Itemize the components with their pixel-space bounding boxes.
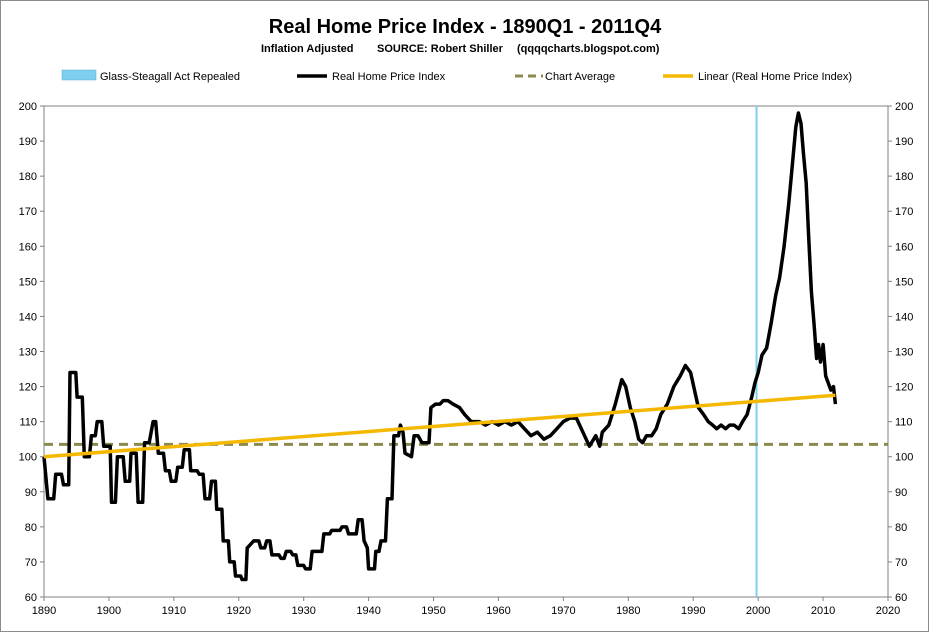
x-tick-label: 1920 [227, 605, 251, 617]
y-tick-label-right: 120 [895, 382, 913, 394]
y-tick-label-right: 70 [895, 557, 907, 569]
legend: Glass-Steagall Act Repealed Real Home Pri… [61, 69, 852, 83]
subtitle-inflation: Inflation Adjusted [261, 43, 353, 55]
y-tick-label-left: 70 [25, 557, 37, 569]
plot-border [43, 105, 889, 598]
y-tick-label-left: 60 [25, 592, 37, 604]
y-tick-label-left: 180 [19, 171, 37, 183]
y-tick-label-right: 60 [895, 592, 907, 604]
y-tick-label-left: 140 [19, 311, 37, 323]
x-tick-label: 1950 [421, 605, 445, 617]
y-tick-label-left: 160 [19, 241, 37, 253]
y-tick-label-left: 170 [19, 206, 37, 218]
x-tick-label: 2000 [746, 605, 770, 617]
legend-label-real-home-price-index: Real Home Price Index [332, 71, 446, 83]
x-tick-label: 1960 [486, 605, 510, 617]
y-tick-label-right: 140 [895, 311, 913, 323]
legend-swatch-glass-steagall-act-repealed [61, 69, 97, 81]
legend-label-chart-average: Chart Average [545, 71, 615, 83]
y-tick-label-right: 160 [895, 241, 913, 253]
y-tick-label-right: 100 [895, 452, 913, 464]
series-line-real-home-price-index [42, 111, 838, 582]
legend-label-linear-real-home-price-index: Linear (Real Home Price Index) [698, 71, 852, 83]
y-tick-label-right: 110 [895, 417, 913, 429]
y-tick-label-right: 200 [895, 101, 913, 113]
y-tick-label-right: 80 [895, 522, 907, 534]
x-tick-label: 2010 [811, 605, 835, 617]
x-tick-label: 2020 [876, 605, 900, 617]
y-tick-label-right: 130 [895, 347, 913, 359]
axes: 60 60 70 70 80 80 90 90 100 100 110 110 120 120 130 130… [19, 101, 914, 617]
chart-title: Real Home Price Index - 1890Q1 - 2011Q4 [269, 16, 662, 38]
legend-label-glass-steagall-act-repealed: Glass-Steagall Act Repealed [100, 71, 240, 83]
y-tick-label-left: 130 [19, 347, 37, 359]
series-line-linear-trend [43, 393, 836, 459]
y-tick-label-left: 200 [19, 101, 37, 113]
y-tick-label-right: 180 [895, 171, 913, 183]
x-tick-label: 1990 [681, 605, 705, 617]
x-tick-label: 1910 [162, 605, 186, 617]
y-tick-label-left: 90 [25, 487, 37, 499]
plot-area [42, 105, 889, 598]
y-tick-label-left: 150 [19, 276, 37, 288]
y-tick-label-left: 110 [19, 417, 37, 429]
x-tick-label: 1940 [356, 605, 380, 617]
subtitle-source: SOURCE: Robert Shiller [377, 43, 504, 55]
subtitle-blog: (qqqqcharts.blogspot.com) [517, 43, 660, 55]
x-tick-label: 1890 [32, 605, 56, 617]
y-tick-label-left: 100 [19, 452, 37, 464]
y-tick-label-left: 190 [19, 136, 37, 148]
y-tick-label-right: 150 [895, 276, 913, 288]
y-tick-label-left: 120 [19, 382, 37, 394]
y-tick-label-right: 90 [895, 487, 907, 499]
x-tick-label: 1900 [97, 605, 121, 617]
y-tick-label-right: 190 [895, 136, 913, 148]
x-tick-label: 1970 [551, 605, 575, 617]
x-tick-label: 1930 [291, 605, 315, 617]
y-tick-label-right: 170 [895, 206, 913, 218]
y-tick-label-left: 80 [25, 522, 37, 534]
x-tick-label: 1980 [616, 605, 640, 617]
